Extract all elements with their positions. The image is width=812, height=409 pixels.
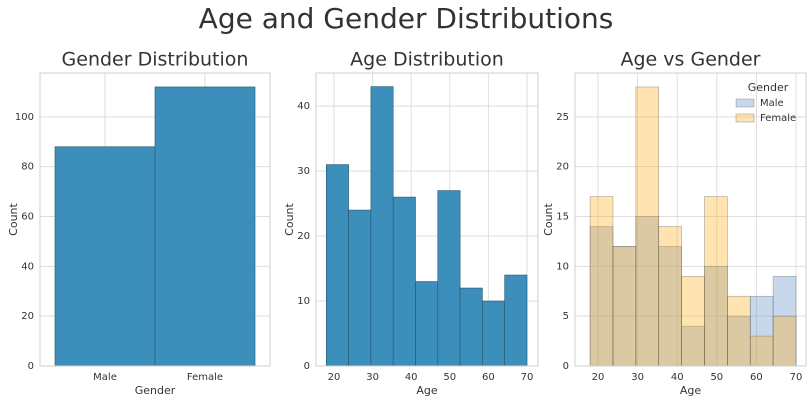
histogram-bar xyxy=(772,315,797,367)
chart-title: Age Distribution xyxy=(350,49,504,71)
y-tick-label: 80 xyxy=(21,162,34,173)
histogram-bar xyxy=(681,276,705,367)
y-tick-label: 30 xyxy=(297,166,310,177)
x-tick-label: 70 xyxy=(790,372,803,383)
histogram-bar xyxy=(415,281,439,367)
histogram-bar xyxy=(727,295,751,367)
legend-swatch xyxy=(735,98,755,108)
y-tick-label: 20 xyxy=(297,231,310,242)
x-tick-label: 60 xyxy=(750,372,763,383)
y-tick-label: 60 xyxy=(21,212,34,223)
x-tick-label: 70 xyxy=(521,372,534,383)
legend-title: Gender xyxy=(748,81,789,94)
histogram-bar xyxy=(749,335,774,367)
bar xyxy=(154,86,256,367)
chart-title: Gender Distribution xyxy=(62,49,249,71)
x-tick-label: 50 xyxy=(443,372,456,383)
legend-label: Female xyxy=(760,113,796,124)
histogram-bar xyxy=(704,196,728,367)
axes-frame xyxy=(574,72,807,367)
histogram-bar xyxy=(482,300,505,367)
histogram-bar xyxy=(635,86,660,367)
legend-label: Male xyxy=(760,98,784,109)
x-tick-label: 30 xyxy=(366,372,379,383)
histogram-bar xyxy=(658,226,682,367)
histogram-bar xyxy=(437,190,461,367)
histogram-bar xyxy=(370,86,394,367)
x-tick-label: 60 xyxy=(482,372,495,383)
histogram-bar xyxy=(325,164,349,367)
y-tick-label: 20 xyxy=(556,162,569,173)
y-tick-label: 0 xyxy=(28,361,34,372)
y-tick-label: 0 xyxy=(304,361,310,372)
y-axis-label: Count xyxy=(7,202,20,235)
x-tick-label: 20 xyxy=(592,372,605,383)
chart-title: Age vs Gender xyxy=(621,49,761,71)
figure-title: Age and Gender Distributions xyxy=(199,2,614,35)
bar xyxy=(54,146,156,367)
histogram-bar xyxy=(504,274,528,367)
axes-frame xyxy=(39,72,271,367)
x-tick-label: 40 xyxy=(405,372,418,383)
y-tick-label: 100 xyxy=(15,112,34,123)
x-tick-label: Male xyxy=(93,372,117,383)
y-tick-label: 25 xyxy=(556,112,569,123)
histogram-bar xyxy=(612,246,637,367)
x-tick-label: 50 xyxy=(710,372,723,383)
histogram-bar xyxy=(392,196,416,367)
legend-swatch xyxy=(735,113,755,123)
y-tick-label: 20 xyxy=(21,311,34,322)
x-axis-label: Age xyxy=(416,384,438,397)
y-axis-label: Count xyxy=(283,202,296,235)
x-tick-label: 40 xyxy=(671,372,684,383)
y-tick-label: 0 xyxy=(563,361,569,372)
x-tick-label: Female xyxy=(187,372,223,383)
histogram-bar xyxy=(459,287,483,367)
x-tick-label: 30 xyxy=(631,372,644,383)
y-tick-label: 40 xyxy=(297,101,310,112)
y-tick-label: 40 xyxy=(21,261,34,272)
x-axis-label: Gender xyxy=(135,384,176,397)
histogram-bar xyxy=(589,196,614,367)
y-axis-label: Count xyxy=(542,202,555,235)
y-tick-label: 5 xyxy=(563,311,569,322)
y-tick-label: 15 xyxy=(556,212,569,223)
y-tick-label: 10 xyxy=(556,261,569,272)
y-tick-label: 10 xyxy=(297,296,310,307)
histogram-bar xyxy=(348,209,372,367)
axes-frame xyxy=(315,72,539,367)
x-tick-label: 20 xyxy=(328,372,341,383)
x-axis-label: Age xyxy=(680,384,702,397)
